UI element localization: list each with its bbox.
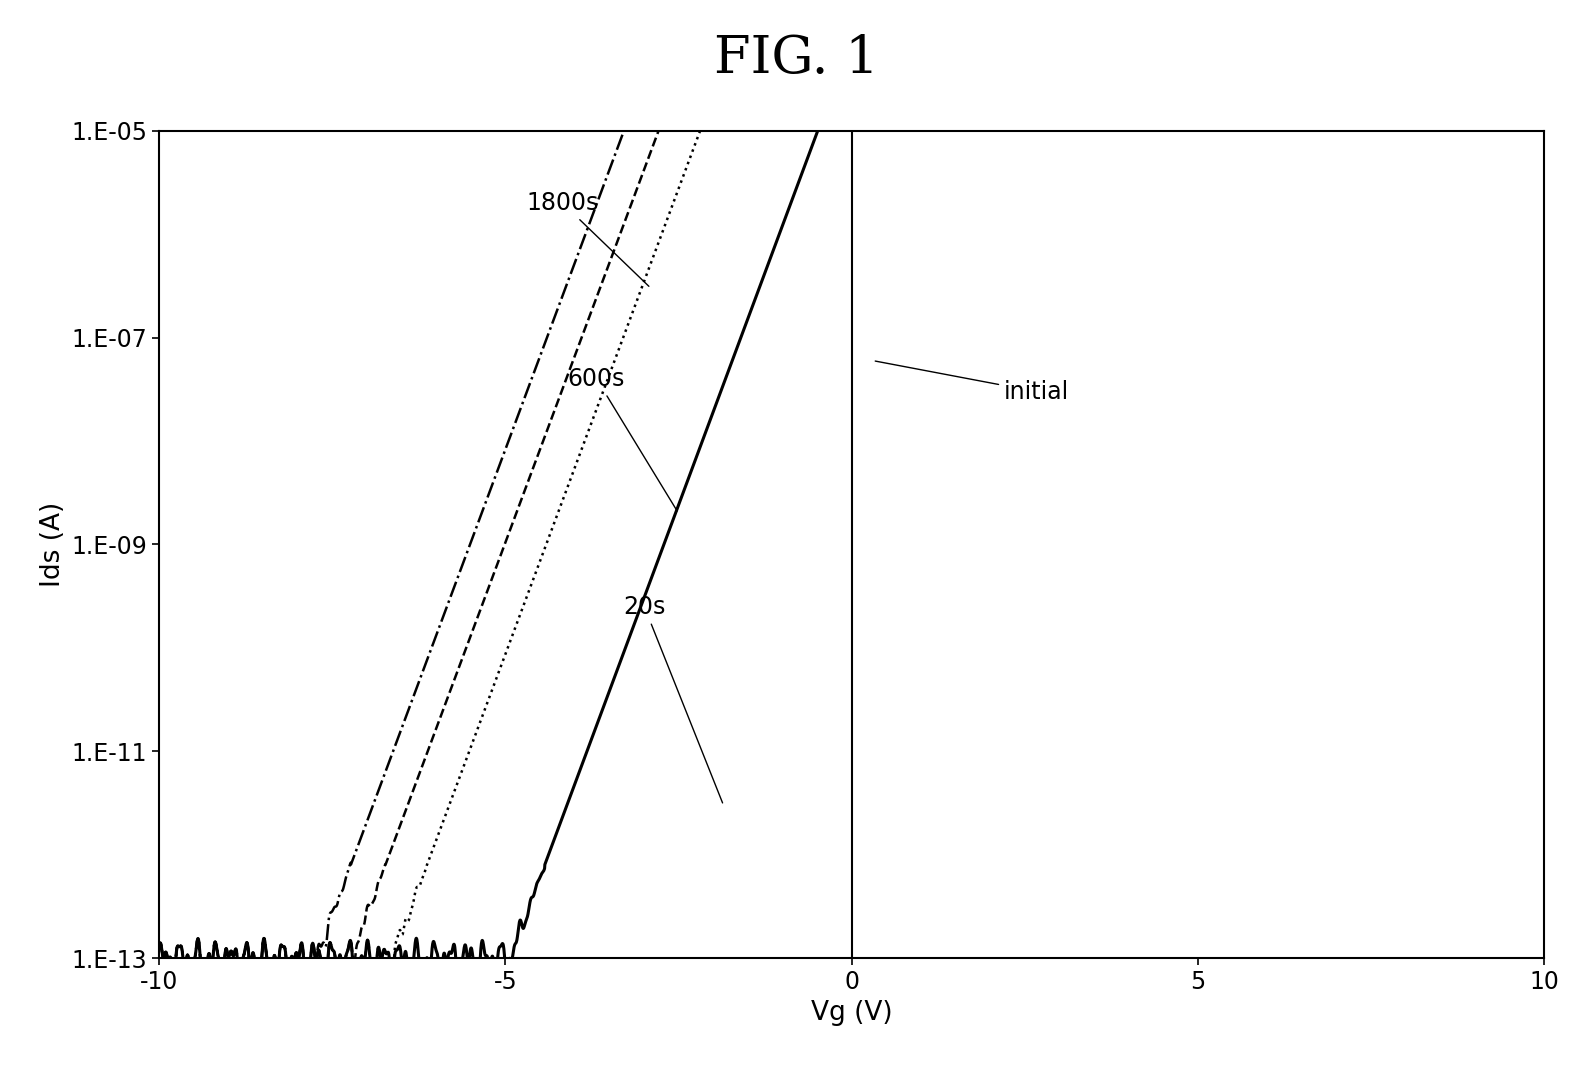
Y-axis label: Ids (A): Ids (A) [40,502,65,587]
Text: FIG. 1: FIG. 1 [713,33,879,84]
Text: 20s: 20s [622,595,723,803]
Text: 600s: 600s [568,367,677,511]
Text: 1800s: 1800s [527,191,650,286]
Text: initial: initial [876,362,1070,404]
X-axis label: Vg (V): Vg (V) [810,1000,893,1026]
